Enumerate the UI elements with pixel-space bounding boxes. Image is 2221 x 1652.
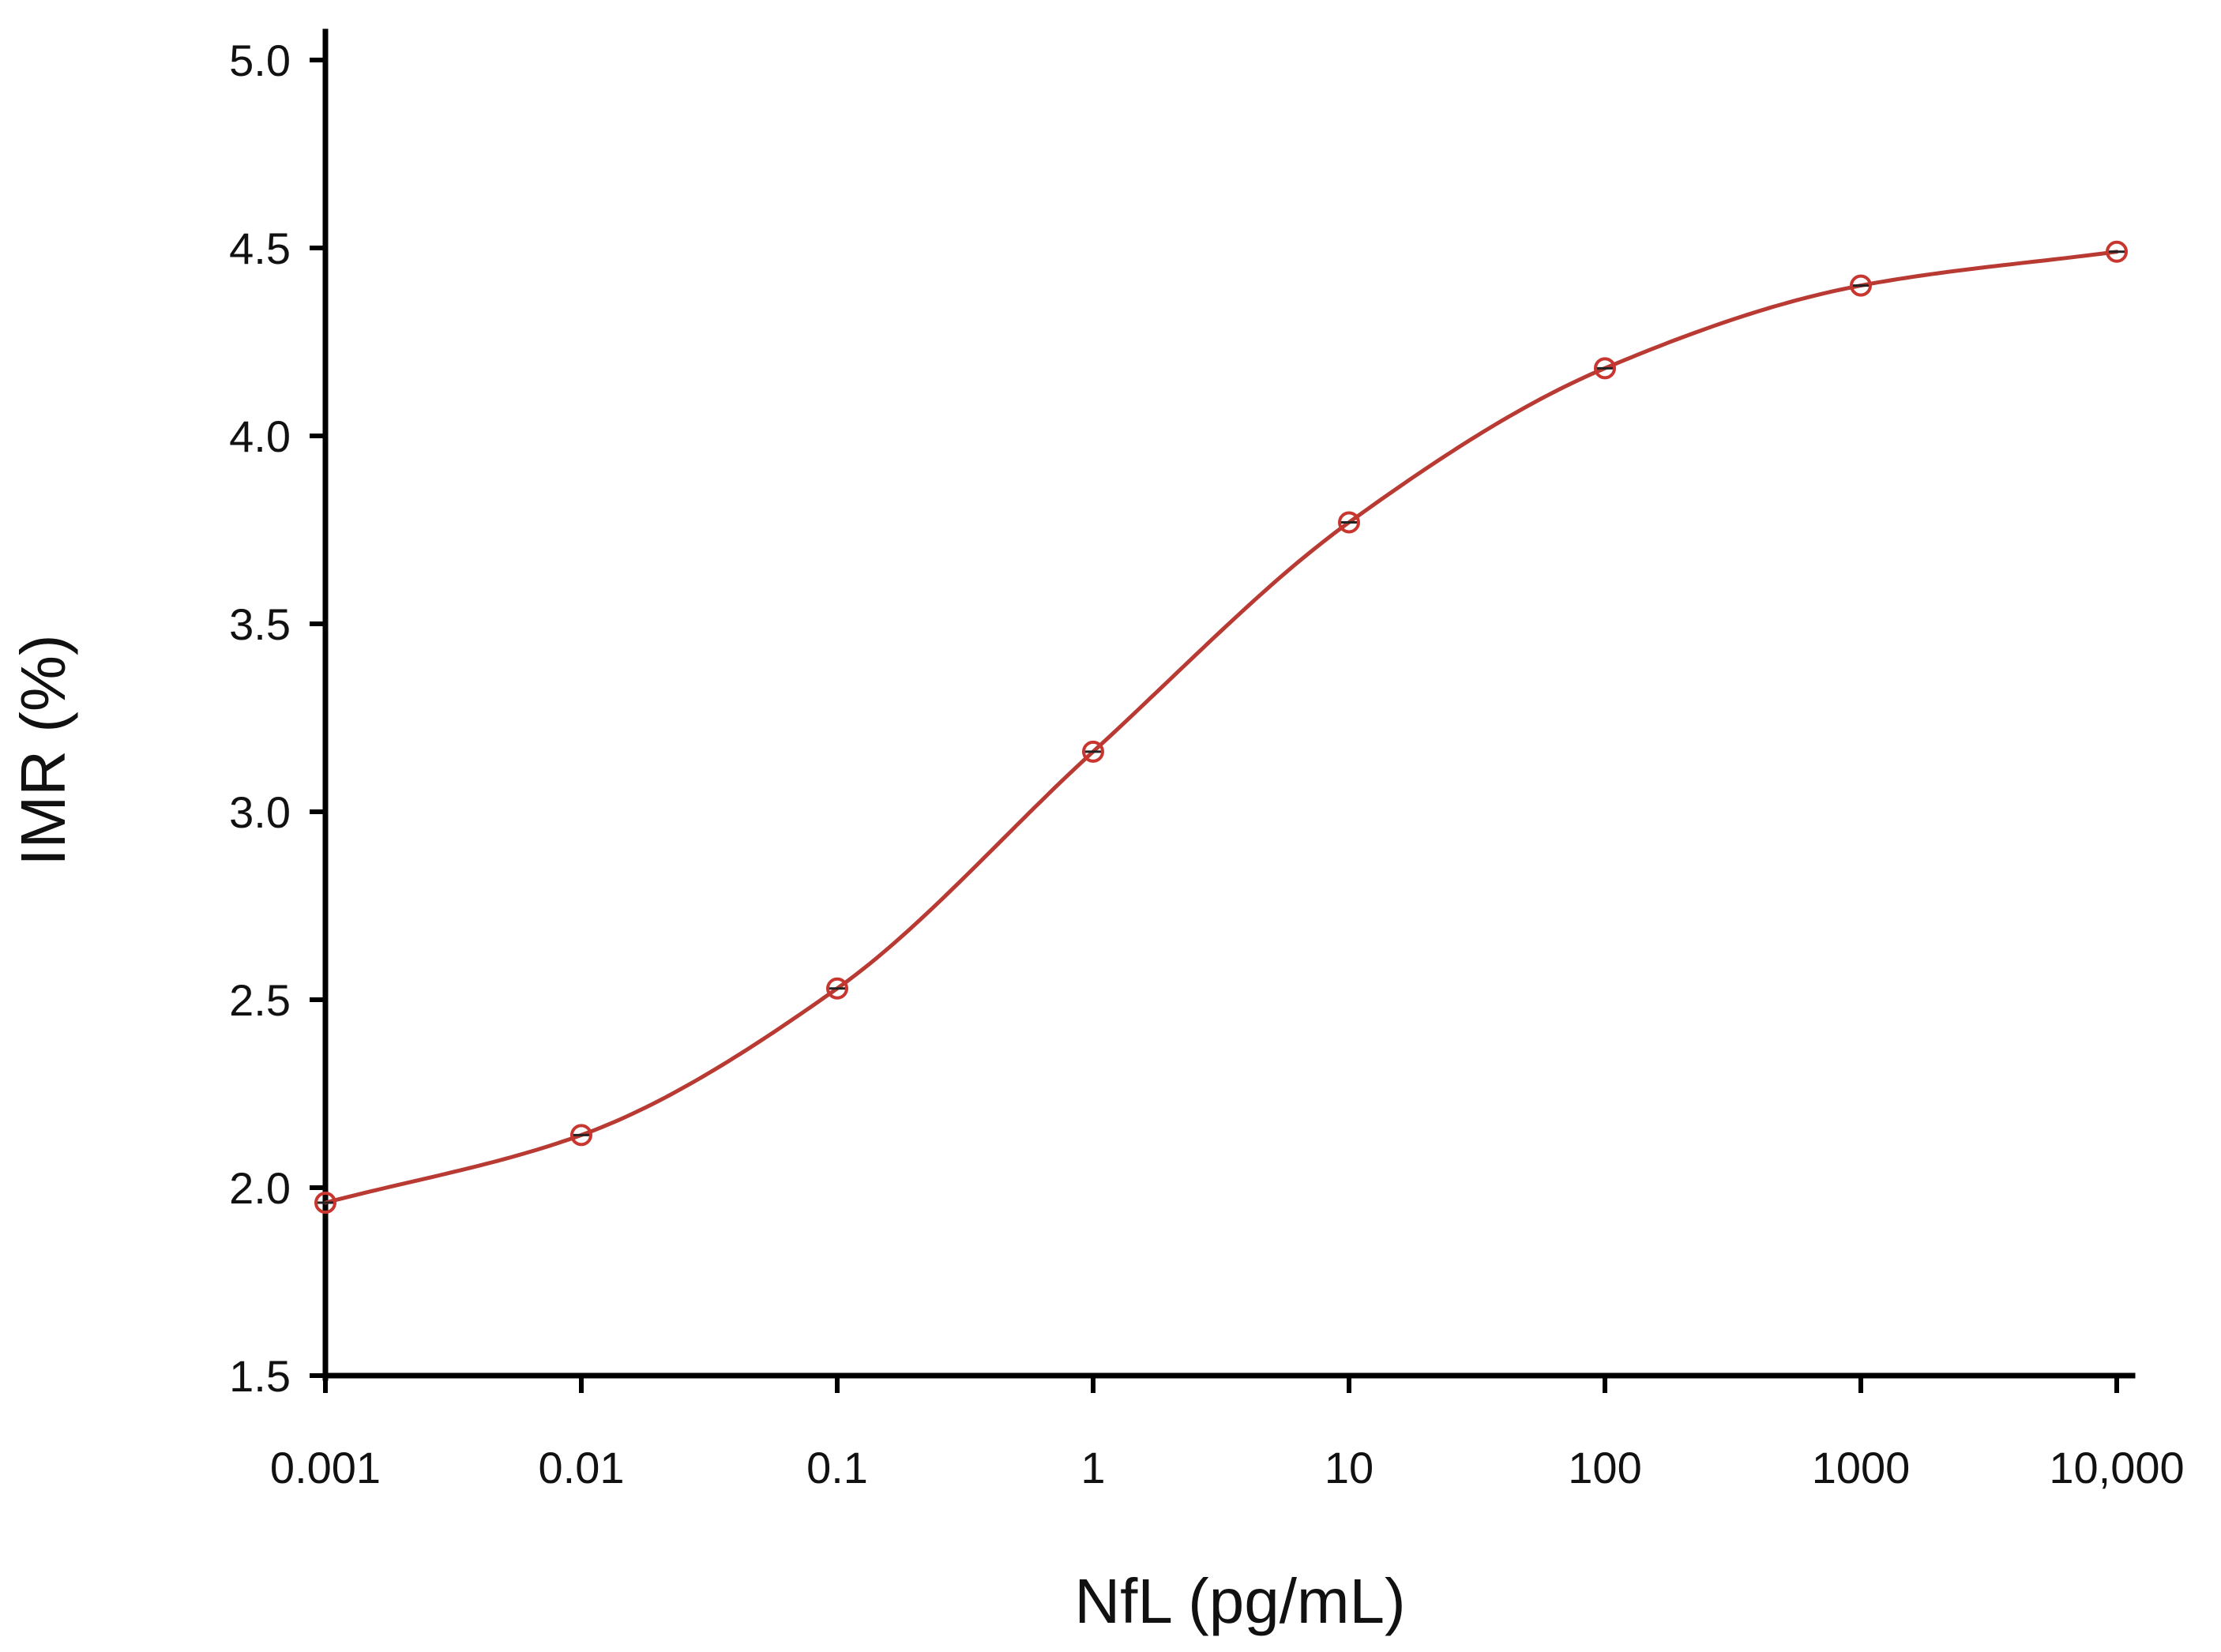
x-tick-label: 100 [1568, 1443, 1641, 1492]
x-axis-ticks: 0.001 0.01 0.1 1 10 100 1000 10,000 [270, 1376, 2185, 1492]
x-tick-label: 1 [1080, 1443, 1105, 1492]
x-tick-label: 10,000 [2049, 1443, 2184, 1492]
data-point [1594, 357, 1616, 380]
x-tick-label: 0.001 [270, 1443, 381, 1492]
fit-curve-layer [323, 250, 2119, 1205]
data-point [826, 977, 848, 1000]
y-tick-label: 5.0 [229, 36, 291, 85]
x-tick-label: 0.1 [806, 1443, 868, 1492]
y-tick-label: 2.5 [229, 975, 291, 1025]
y-tick-label: 3.0 [229, 787, 291, 837]
data-point [314, 1192, 336, 1215]
data-point [1850, 274, 1872, 297]
y-tick-label: 4.0 [229, 411, 291, 461]
y-tick-label: 1.5 [229, 1351, 291, 1401]
x-tick-label: 1000 [1812, 1443, 1911, 1492]
data-point [1338, 511, 1360, 534]
data-point [2106, 240, 2128, 263]
data-point [570, 1124, 592, 1147]
y-tick-label: 3.5 [229, 599, 291, 649]
y-tick-label: 4.5 [229, 223, 291, 273]
y-axis-ticks: 1.5 2.0 2.5 3.0 3.5 4.0 4.5 5.0 [229, 36, 325, 1401]
x-tick-label: 0.01 [539, 1443, 625, 1492]
x-axis-title: NfL (pg/mL) [1074, 1566, 1405, 1636]
data-points-layer [314, 240, 2128, 1215]
fit-curve [323, 250, 2119, 1205]
data-point [1082, 740, 1104, 763]
axes [322, 28, 2136, 1381]
y-axis-title: IMR (%) [8, 634, 78, 865]
y-tick-label: 2.0 [229, 1163, 291, 1213]
x-tick-label: 10 [1325, 1443, 1374, 1492]
